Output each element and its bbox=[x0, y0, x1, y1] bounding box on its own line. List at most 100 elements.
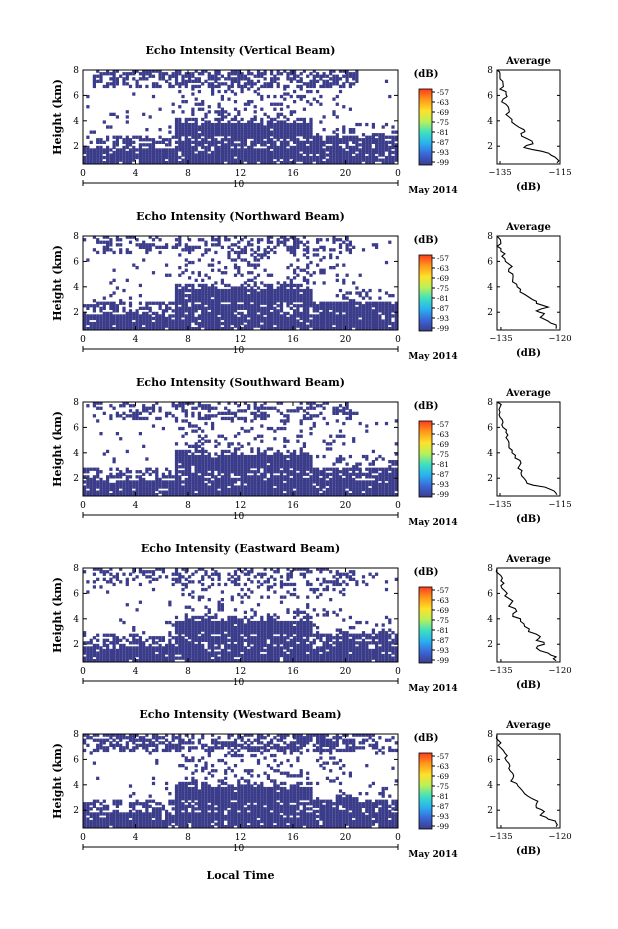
heatmap-cell bbox=[178, 266, 182, 270]
heatmap-cell bbox=[138, 84, 142, 89]
heatmap-cell bbox=[283, 115, 287, 119]
heatmap-cell bbox=[368, 487, 372, 492]
colorbar-tick-label: -93 bbox=[437, 148, 449, 157]
heatmap-cell bbox=[293, 69, 297, 73]
heatmap-cell bbox=[122, 72, 126, 76]
heatmap-cell bbox=[122, 306, 126, 310]
heatmap-cell bbox=[184, 442, 188, 446]
heatmap-cell bbox=[197, 238, 201, 242]
heatmap-cell bbox=[253, 309, 257, 313]
heatmap-cell bbox=[119, 327, 123, 331]
heatmap-cell bbox=[371, 125, 375, 129]
heatmap-cell bbox=[174, 485, 179, 489]
heatmap-cell bbox=[194, 153, 198, 157]
heatmap-cell bbox=[335, 316, 339, 321]
heatmap-cell bbox=[86, 646, 90, 650]
heatmap-cell bbox=[224, 437, 228, 441]
heatmap-cell bbox=[109, 112, 113, 116]
heatmap-cell bbox=[217, 304, 221, 308]
heatmap-cell bbox=[358, 470, 362, 474]
heatmap-cell bbox=[240, 316, 244, 321]
heatmap-cell bbox=[148, 472, 152, 476]
heatmap-cell bbox=[293, 311, 297, 316]
heatmap-cell bbox=[345, 155, 349, 160]
heatmap-cell bbox=[214, 304, 218, 308]
heatmap-cell bbox=[325, 487, 329, 492]
heatmap-cell bbox=[115, 638, 119, 642]
heatmap-cell bbox=[145, 457, 149, 461]
heatmap-cell bbox=[122, 487, 126, 492]
heatmap-cell bbox=[352, 467, 356, 471]
heatmap-cell bbox=[233, 100, 238, 104]
heatmap-cell bbox=[119, 651, 123, 655]
heatmap-cell bbox=[365, 148, 369, 152]
heatmap-cell bbox=[293, 74, 297, 78]
heatmap-cell bbox=[194, 316, 198, 321]
heatmap-cell bbox=[243, 258, 247, 262]
heatmap-cell bbox=[211, 493, 215, 497]
heatmap-cell bbox=[227, 148, 231, 152]
heatmap-cell bbox=[145, 69, 149, 73]
heatmap-cell bbox=[345, 493, 349, 497]
heatmap-cell bbox=[375, 301, 379, 305]
heatmap-cell bbox=[293, 299, 297, 303]
heatmap-cell bbox=[276, 299, 280, 303]
heatmap-cell bbox=[207, 477, 211, 482]
heatmap-cell bbox=[270, 490, 274, 494]
heatmap-cell bbox=[250, 243, 254, 247]
heatmap-cell bbox=[381, 493, 385, 497]
heatmap-cell bbox=[348, 411, 352, 415]
heatmap-cell bbox=[388, 150, 392, 155]
heatmap-cell bbox=[276, 138, 280, 142]
colorbar-tick-label: -75 bbox=[437, 284, 449, 293]
heatmap-cell bbox=[266, 467, 270, 471]
heatmap-cell bbox=[207, 485, 211, 489]
heatmap-cell bbox=[142, 148, 146, 152]
heatmap-cell bbox=[394, 158, 398, 162]
heatmap-cell bbox=[155, 321, 159, 326]
heatmap-cell bbox=[335, 301, 339, 305]
heatmap-cell bbox=[115, 467, 119, 471]
heatmap-cell bbox=[253, 306, 257, 310]
heatmap-cell bbox=[224, 115, 228, 119]
heatmap-cell bbox=[394, 150, 398, 155]
heatmap-cell bbox=[309, 82, 313, 86]
heatmap-cell bbox=[99, 74, 103, 78]
heatmap-cell bbox=[237, 288, 241, 293]
heatmap-cell bbox=[361, 248, 366, 252]
heatmap-cell bbox=[102, 651, 106, 655]
heatmap-cell bbox=[293, 296, 297, 300]
heatmap-cell bbox=[194, 309, 198, 313]
heatmap-cell bbox=[371, 482, 375, 487]
heatmap-cell bbox=[306, 155, 310, 160]
heatmap-cell bbox=[365, 327, 369, 331]
heatmap-cell bbox=[125, 77, 129, 81]
heatmap-cell bbox=[256, 449, 261, 454]
heatmap-cell bbox=[329, 138, 333, 142]
heatmap-cell bbox=[197, 314, 201, 318]
heatmap-cell bbox=[207, 130, 211, 134]
heatmap-cell bbox=[289, 477, 293, 482]
heatmap-cell bbox=[332, 69, 336, 73]
heatmap-cell bbox=[378, 304, 382, 308]
heatmap-panel: Echo Intensity (Southward Beam)Height (k… bbox=[51, 376, 458, 528]
heatmap-cell bbox=[102, 485, 106, 489]
heatmap-cell bbox=[299, 485, 303, 489]
heatmap-cell bbox=[250, 82, 254, 86]
heatmap-cell bbox=[181, 462, 185, 466]
heatmap-cell bbox=[191, 72, 195, 76]
heatmap-cell bbox=[220, 74, 224, 78]
heatmap-cell bbox=[224, 110, 228, 114]
heatmap-cell bbox=[201, 100, 205, 104]
heatmap-cell bbox=[253, 158, 257, 162]
heatmap-cell bbox=[306, 480, 310, 484]
heatmap-cell bbox=[125, 485, 129, 489]
heatmap-cell bbox=[316, 470, 320, 474]
heatmap-cell bbox=[286, 327, 290, 331]
heatmap-cell bbox=[224, 480, 228, 484]
heatmap-cell bbox=[109, 281, 113, 285]
heatmap-cell bbox=[358, 493, 362, 497]
heatmap-cell bbox=[207, 321, 211, 326]
heatmap-cell bbox=[306, 286, 310, 290]
heatmap-cell bbox=[115, 475, 119, 479]
